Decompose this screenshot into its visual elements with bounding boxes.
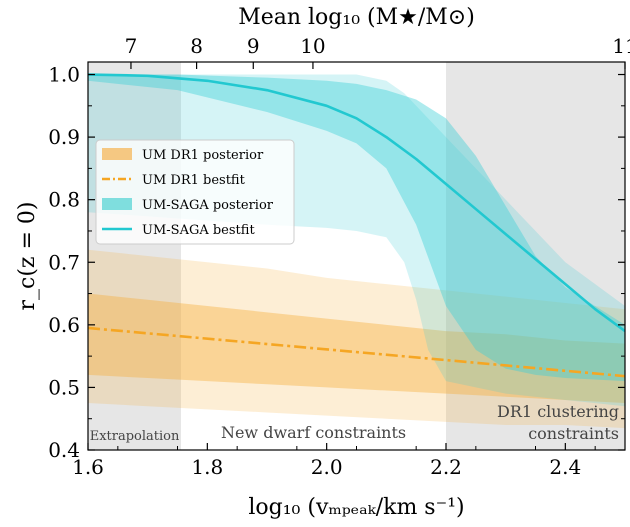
- top-tick-label: 9: [247, 34, 260, 58]
- um-saga-bestfit-line: [88, 73, 625, 333]
- x-tick-label: 1.8: [191, 455, 223, 479]
- y-axis-title: r_c(z = 0): [15, 201, 40, 310]
- region-label-2-0: DR1 clustering: [497, 402, 619, 421]
- x-axis-title: log₁₀ (vₘₚₑₐₖ/km s⁻¹): [248, 495, 464, 520]
- legend-um-saga-posterior-label: UM-SAGA posterior: [142, 198, 274, 213]
- top-axis-title: Mean log₁₀ (M★/M⊙): [238, 5, 475, 30]
- region-2: [446, 62, 625, 450]
- top-tick-label: 11: [612, 34, 630, 58]
- legend-box: [95, 139, 295, 245]
- y-tick-label: 0.9: [48, 125, 80, 149]
- x-tick-label: 2.4: [549, 455, 581, 479]
- region-label-2-1: constraints: [528, 424, 619, 443]
- um-dr1-bestfit-line: [88, 326, 625, 378]
- constraint-regions: [88, 62, 625, 450]
- region-1: [181, 62, 446, 450]
- top-tick-label: 10: [300, 34, 325, 58]
- y-tick-label: 1.0: [48, 63, 80, 87]
- x-tick-label: 1.6: [72, 455, 104, 479]
- legend-um-dr1-posterior-label: UM DR1 posterior: [142, 148, 264, 163]
- region-labels: Extrapolation New dwarf constraints DR1 cl…: [90, 402, 619, 444]
- y-tick-label: 0.7: [48, 250, 80, 274]
- y-tick-label: 0.8: [48, 188, 80, 212]
- legend-um-dr1-bestfit-label: UM DR1 bestfit: [142, 173, 246, 188]
- region-0: [88, 62, 182, 450]
- um-saga-posterior-inner-band: [88, 74, 625, 382]
- x-tick-label: 2.0: [311, 455, 343, 479]
- region-label-1-0: New dwarf constraints: [221, 423, 406, 442]
- y-tick-label: 0.6: [48, 313, 80, 337]
- bestfit-lines: [88, 73, 625, 378]
- legend: UM DR1 posterior UM DR1 bestfit UM-SAGA po…: [95, 139, 295, 245]
- legend-um-saga-bestfit-label: UM-SAGA bestfit: [142, 223, 255, 238]
- y-tick-label: 0.4: [48, 438, 80, 462]
- legend-um-dr1-posterior-swatch: [102, 148, 132, 160]
- y-tick-label: 0.5: [48, 375, 80, 399]
- um-dr1-posterior-inner-band: [88, 293, 625, 404]
- x-tick-label: 2.2: [430, 455, 462, 479]
- legend-um-saga-posterior-swatch: [102, 198, 132, 210]
- top-tick-label: 8: [190, 34, 203, 58]
- um-dr1-posterior-outer-band: [88, 249, 625, 429]
- axes: 1.6 1.8 2.0 2.2 2.4 0.4 0.5 0.6 0.7 0.8 0.9 1.0 7 8 9 1…: [15, 5, 630, 520]
- region-label-0-0: Extrapolation: [90, 429, 180, 444]
- top-tick-label: 7: [125, 34, 138, 58]
